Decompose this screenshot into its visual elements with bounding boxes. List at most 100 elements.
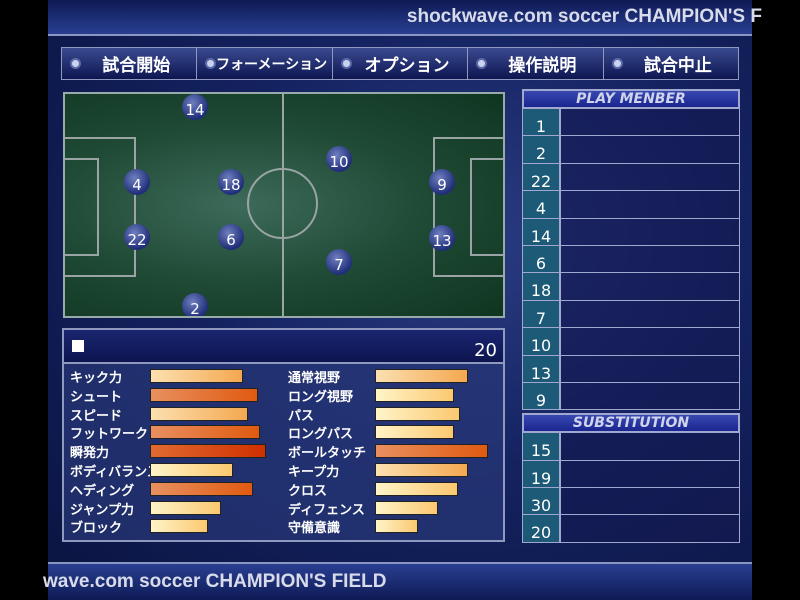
member-row[interactable]: 10 [522, 328, 740, 356]
title-text: wave.com soccer CHAMPION'S FIELD [43, 571, 387, 592]
stat-bar [375, 481, 458, 496]
title-banner-bottom: wave.com soccer CHAMPION'S FIELD [43, 562, 752, 600]
player-marker[interactable]: 9 [429, 169, 455, 195]
menu-label: 試合中止 [643, 56, 712, 76]
right-goal-area [470, 158, 503, 256]
member-row[interactable]: 9 [522, 382, 740, 411]
member-name [561, 355, 739, 382]
menu-label: 試合開始 [102, 56, 171, 76]
stat-bar [375, 369, 468, 383]
member-row[interactable]: 14 [522, 218, 740, 246]
formation-button[interactable]: フォーメーション [197, 48, 333, 79]
soccer-field: 14 4 18 22 6 2 10 7 9 13 [63, 92, 505, 318]
member-row[interactable]: 1 [522, 109, 740, 137]
member-row[interactable]: 4 [522, 191, 740, 219]
stat-row: ボディバランス [70, 460, 280, 480]
member-name [561, 515, 739, 542]
player-marker[interactable]: 2 [182, 293, 208, 316]
member-name [561, 109, 739, 136]
stat-row: 瞬発力 [70, 441, 280, 462]
stat-row: パス [288, 404, 498, 424]
title-banner-top: shockwave.com soccer CHAMPION'S F [48, 0, 762, 36]
soccer-ball-icon [70, 58, 81, 69]
member-row[interactable]: 6 [522, 245, 740, 274]
center-circle [247, 168, 318, 239]
stat-bar [150, 387, 258, 402]
stat-bar [150, 425, 260, 440]
stat-bar [375, 425, 454, 440]
left-goal-area [65, 158, 99, 256]
stat-bar [375, 463, 468, 477]
player-marker[interactable]: 4 [124, 169, 150, 195]
player-marker[interactable]: 14 [182, 94, 208, 120]
member-number: 15 [523, 433, 561, 460]
player-stats-panel: 20 キック力 シュート スピード フットワーク 瞬発力 ボディバランス ヘディング ジャンプ… [62, 328, 505, 542]
player-marker[interactable]: 13 [429, 225, 455, 251]
member-row[interactable]: 30 [522, 488, 740, 516]
main-menu: 試合開始 フォーメーション オプション 操作説明 試合中止 [61, 47, 739, 80]
stat-label: ブロック [70, 521, 123, 537]
stat-bar [375, 387, 454, 402]
player-marker[interactable]: 22 [124, 224, 150, 250]
member-row[interactable]: 18 [522, 273, 740, 301]
member-number: 30 [523, 488, 561, 515]
member-name [561, 218, 739, 245]
member-number: 9 [523, 382, 561, 410]
instructions-button[interactable]: 操作説明 [468, 48, 604, 79]
player-number: 20 [474, 340, 497, 361]
stat-bar [150, 519, 208, 534]
stat-label: ロング視野 [288, 389, 354, 405]
member-name [561, 328, 739, 355]
player-marker[interactable]: 7 [326, 249, 352, 275]
member-row[interactable]: 19 [522, 460, 740, 489]
stat-label: ボールタッチ [288, 446, 367, 462]
stat-row: シュート [70, 385, 280, 405]
stat-label: パス [288, 408, 315, 424]
stat-label: 通常視野 [288, 371, 341, 386]
member-row[interactable]: 15 [522, 433, 740, 461]
stat-bar [375, 444, 488, 459]
stat-label: シュート [70, 389, 123, 405]
member-number: 19 [523, 460, 561, 488]
substitution-title: SUBSTITUTION [522, 413, 740, 434]
stat-label: ディフェンス [288, 502, 365, 518]
stat-label: クロス [288, 483, 328, 499]
title-text: shockwave.com soccer CHAMPION'S F [406, 6, 762, 27]
member-name [561, 300, 739, 328]
stat-label: スピード [70, 408, 123, 424]
start-match-button[interactable]: 試合開始 [62, 48, 198, 79]
stat-label: ヘディング [70, 483, 135, 499]
soccer-ball-icon [340, 58, 352, 69]
stat-bar [375, 500, 438, 515]
player-marker[interactable]: 6 [218, 224, 244, 250]
stat-bar [150, 500, 222, 515]
member-row[interactable]: 13 [522, 355, 740, 383]
member-row[interactable]: 22 [522, 163, 740, 192]
stat-row: ボールタッチ [288, 441, 498, 462]
member-name [561, 433, 739, 460]
stat-bar [150, 369, 243, 383]
member-number: 20 [523, 515, 561, 542]
abort-match-button[interactable]: 試合中止 [603, 48, 739, 79]
game-window: shockwave.com soccer CHAMPION'S F 試合開始 フ… [43, 0, 762, 600]
menu-label: 操作説明 [508, 56, 577, 76]
member-name [561, 488, 739, 515]
stat-label: 瞬発力 [70, 446, 110, 462]
stat-bar [150, 406, 248, 421]
stat-label: キック力 [70, 371, 123, 386]
soccer-ball-icon [476, 58, 488, 69]
member-number: 2 [523, 136, 561, 163]
player-marker[interactable]: 10 [326, 146, 352, 172]
member-row[interactable]: 2 [522, 136, 740, 164]
player-marker[interactable]: 18 [218, 169, 244, 195]
member-number: 7 [523, 300, 561, 328]
stat-row: ジャンプ力 [70, 498, 280, 518]
options-button[interactable]: オプション [332, 48, 469, 79]
stat-row: ディフェンス [288, 498, 498, 518]
stat-row: キック力 [70, 366, 280, 386]
stats-header: 20 [64, 330, 503, 364]
stat-row: ブロック [70, 516, 280, 537]
soccer-ball-icon [205, 58, 217, 69]
member-row[interactable]: 7 [522, 300, 740, 329]
member-row[interactable]: 20 [522, 515, 740, 543]
